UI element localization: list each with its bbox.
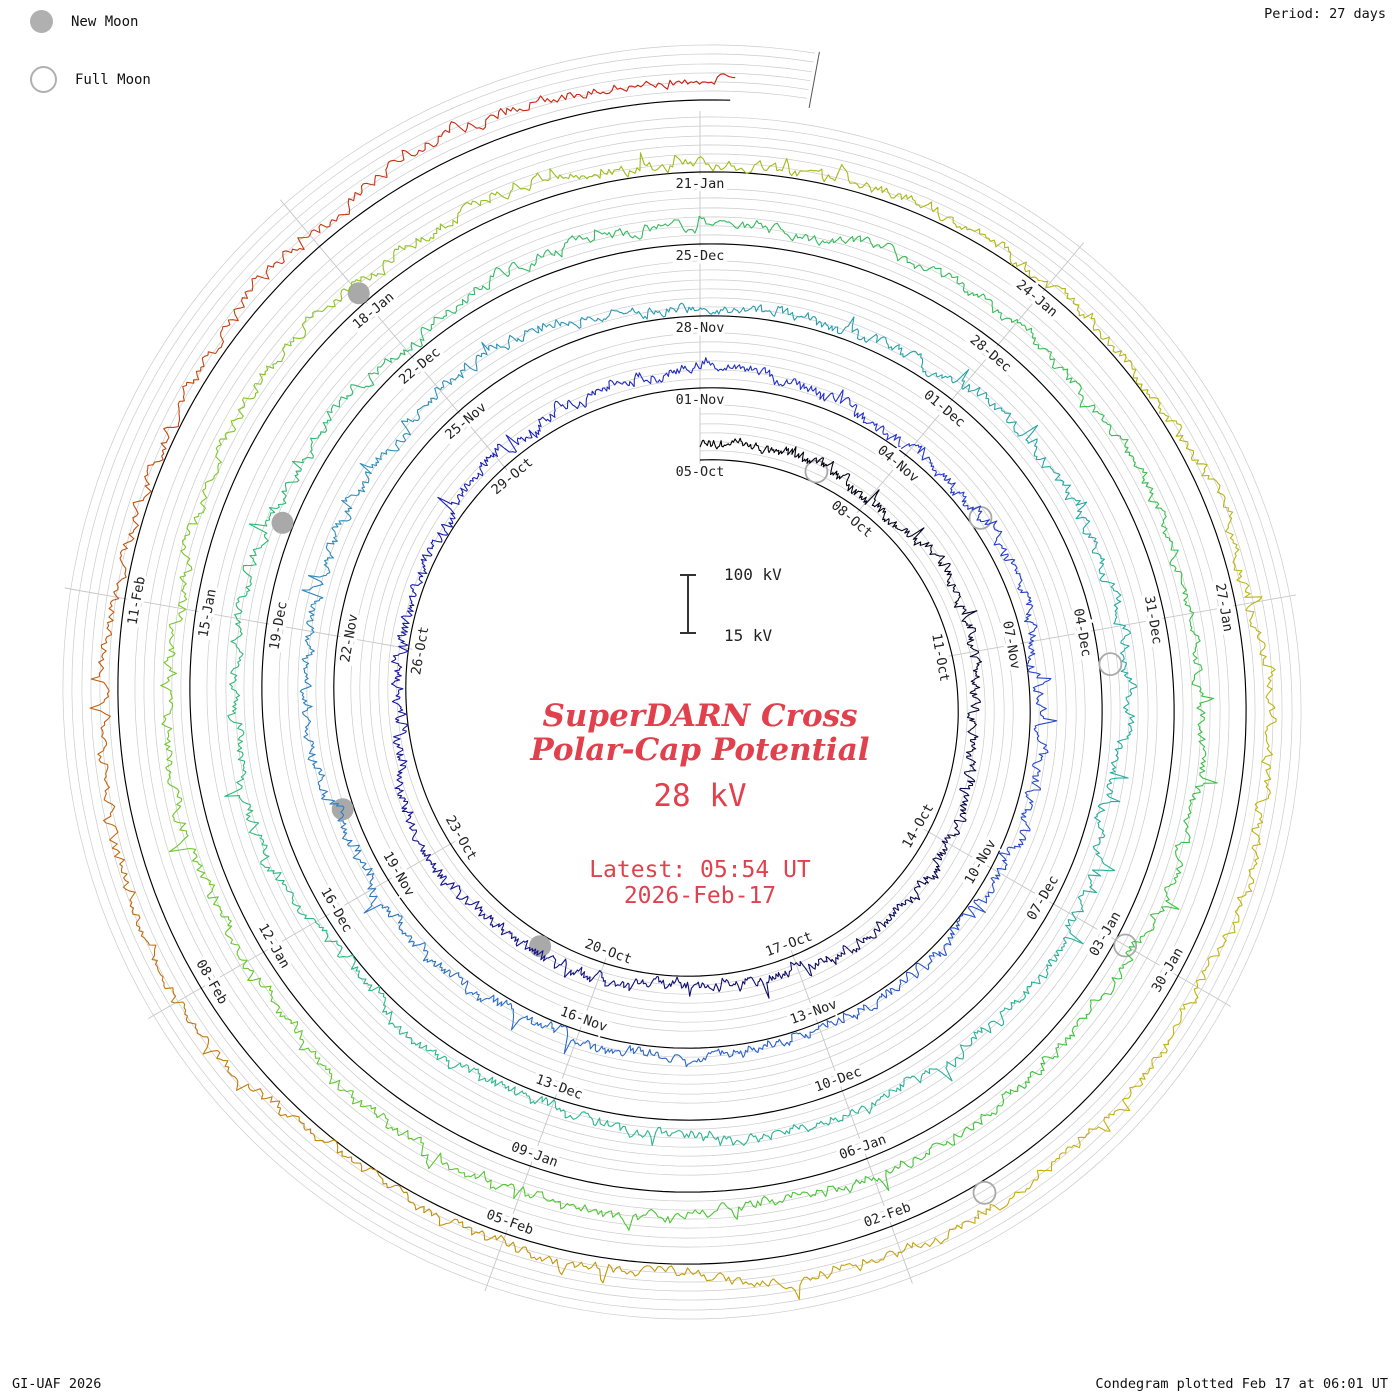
date-label-01-nov: 01-Nov [676,392,725,408]
date-label-09-jan: 09-Jan [509,1139,560,1171]
potential-trace [89,73,1277,1300]
date-label-22-nov: 22-Nov [337,613,361,664]
date-label-19-dec: 19-Dec [266,600,290,651]
chart-title-line1: SuperDARN Cross [542,698,858,734]
legend-full-moon: Full Moon [30,66,151,93]
full-moon-marker [1113,933,1138,958]
date-label-05-oct: 05-Oct [676,464,725,480]
scale-min-label: 15 kV [724,626,773,645]
legend-new-moon: New Moon [30,10,138,33]
date-label-15-jan: 15-Jan [195,588,219,639]
date-label-20-oct: 20-Oct [583,936,634,968]
date-label-13-dec: 13-Dec [533,1071,584,1103]
date-label-16-nov: 16-Nov [558,1004,609,1036]
full-moon-marker [1098,652,1123,676]
new-moon-marker [271,511,294,534]
date-label-17-oct: 17-Oct [763,928,814,960]
current-value: 28 kV [653,778,747,814]
date-label-05-feb: 05-Feb [484,1207,535,1239]
date-label-25-dec: 25-Dec [676,248,725,264]
latest-time: Latest: 05:54 UT [589,857,811,883]
chart-title-line2: Polar-Cap Potential [530,732,870,768]
full-moon-icon [30,66,57,93]
date-label-02-feb: 02-Feb [862,1199,913,1231]
date-label-11-feb: 11-Feb [125,575,149,626]
date-label-21-jan: 21-Jan [676,176,725,192]
new-moon-marker [529,935,552,958]
new-moon-label: New Moon [71,13,139,30]
baseline-spiral [117,99,1247,1265]
date-label-28-nov: 28-Nov [676,320,725,336]
date-label-13-nov: 13-Nov [788,996,839,1028]
kv-gridlines [62,44,1302,1320]
period-label: Period: 27 days [1264,6,1386,22]
plotted-label: Condegram plotted Feb 17 at 06:01 UT [1095,1376,1388,1392]
kv-scale-bar [680,574,696,634]
scale-max-label: 100 kV [724,565,782,584]
latest-date: 2026-Feb-17 [623,883,777,909]
kv-scale-bar-line [687,574,689,634]
date-label-10-dec: 10-Dec [813,1064,864,1096]
date-label-06-jan: 06-Jan [837,1131,888,1163]
date-label-26-oct: 26-Oct [408,625,432,676]
new-moon-marker [347,282,370,305]
full-moon-marker [972,1180,997,1205]
date-label-11-oct: 11-Oct [928,632,952,683]
center-annotations: SuperDARN Cross Polar-Cap Potential 28 k… [530,699,869,909]
full-moon-label: Full Moon [75,71,151,88]
new-moon-icon [30,10,53,33]
credit-label: GI-UAF 2026 [12,1376,102,1392]
